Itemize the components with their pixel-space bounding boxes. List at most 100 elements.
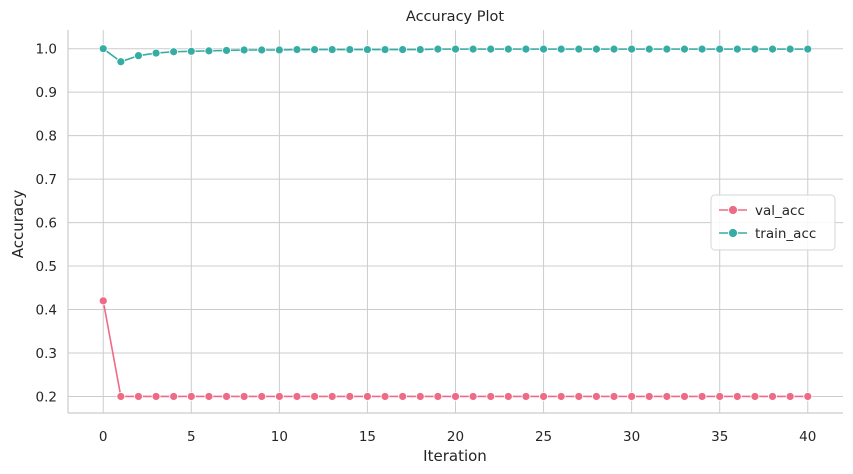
- point-train_acc: [239, 45, 249, 55]
- point-train_acc: [697, 44, 707, 54]
- y-tick-label: 0.4: [36, 303, 57, 319]
- point-train_acc: [662, 44, 672, 54]
- point-val_acc: [257, 392, 267, 401]
- point-val_acc: [644, 392, 654, 401]
- point-val_acc: [222, 392, 231, 401]
- point-val_acc: [433, 392, 443, 401]
- point-train_acc: [327, 45, 337, 54]
- point-train_acc: [151, 48, 161, 58]
- point-val_acc: [398, 392, 408, 401]
- chart-title: Accuracy Plot: [406, 9, 504, 25]
- point-val_acc: [116, 392, 126, 401]
- legend: val_acc train_acc: [710, 194, 836, 251]
- point-val_acc: [697, 392, 707, 401]
- point-train_acc: [609, 44, 619, 54]
- axes: [67, 30, 843, 414]
- point-train_acc: [274, 45, 284, 55]
- x-tick-label: 10: [271, 429, 288, 445]
- point-train_acc: [785, 44, 795, 54]
- point-val_acc: [785, 392, 795, 401]
- y-tick-label: 0.3: [36, 346, 57, 362]
- point-val_acc: [151, 392, 161, 401]
- point-val_acc: [363, 392, 372, 401]
- legend-box: [710, 194, 836, 251]
- point-val_acc: [468, 392, 478, 401]
- point-train_acc: [644, 44, 654, 54]
- point-train_acc: [556, 44, 566, 54]
- legend-label-val_acc: val_acc: [755, 203, 805, 219]
- point-val_acc: [750, 392, 760, 401]
- y-tick-label: 0.5: [36, 259, 57, 275]
- x-tick-label: 5: [187, 429, 196, 445]
- point-val_acc: [732, 392, 742, 401]
- point-val_acc: [803, 392, 813, 401]
- point-val_acc: [680, 392, 689, 401]
- y-tick-label: 0.7: [36, 172, 57, 188]
- point-val_acc: [186, 392, 196, 401]
- x-tick-label: 30: [623, 429, 640, 445]
- point-val_acc: [451, 392, 460, 401]
- point-val_acc: [662, 392, 672, 401]
- point-train_acc: [292, 45, 302, 54]
- point-val_acc: [169, 392, 179, 401]
- point-train_acc: [539, 44, 548, 54]
- point-train_acc: [732, 44, 742, 54]
- point-val_acc: [415, 392, 425, 401]
- x-tick-label: 0: [99, 429, 108, 445]
- point-train_acc: [134, 51, 143, 61]
- point-train_acc: [468, 44, 478, 54]
- point-train_acc: [433, 44, 443, 54]
- point-val_acc: [556, 392, 566, 401]
- point-val_acc: [503, 392, 513, 401]
- tick-labels: 0 5 10 15 20 25 30 35 40 0.2 0.3 0.4 0.5 0.6 0.7 0.8 0.9…: [36, 42, 817, 445]
- point-val_acc: [274, 392, 284, 401]
- point-train_acc: [415, 45, 425, 54]
- point-train_acc: [803, 44, 813, 54]
- point-train_acc: [169, 47, 179, 57]
- x-tick-label: 40: [799, 429, 816, 445]
- point-val_acc: [539, 392, 548, 401]
- y-axis-title: Accuracy: [9, 190, 27, 259]
- point-train_acc: [592, 44, 601, 54]
- point-train_acc: [451, 44, 460, 54]
- y-tick-label: 0.2: [36, 389, 57, 405]
- point-val_acc: [327, 392, 337, 401]
- point-val_acc: [486, 392, 496, 401]
- point-train_acc: [116, 57, 126, 67]
- x-axis-title: Iteration: [423, 447, 487, 465]
- point-train_acc: [768, 44, 777, 54]
- y-tick-label: 0.9: [36, 85, 57, 101]
- point-val_acc: [239, 392, 249, 401]
- point-train_acc: [98, 44, 108, 54]
- point-train_acc: [574, 44, 584, 54]
- point-val_acc: [768, 392, 777, 401]
- point-train_acc: [750, 44, 760, 54]
- point-val_acc: [609, 392, 619, 401]
- x-tick-label: 20: [447, 429, 464, 445]
- point-train_acc: [503, 44, 513, 54]
- point-train_acc: [222, 46, 231, 55]
- point-train_acc: [486, 44, 496, 54]
- y-tick-label: 1.0: [36, 42, 57, 58]
- x-tick-label: 15: [359, 429, 376, 445]
- x-tick-label: 35: [711, 429, 728, 445]
- point-val_acc: [715, 392, 725, 401]
- point-val_acc: [98, 296, 108, 306]
- x-tick-label: 25: [535, 429, 552, 445]
- point-train_acc: [204, 46, 214, 56]
- y-tick-label: 0.6: [36, 216, 57, 232]
- point-train_acc: [380, 45, 390, 54]
- point-val_acc: [521, 392, 531, 401]
- point-train_acc: [680, 44, 689, 54]
- point-train_acc: [715, 44, 725, 54]
- point-val_acc: [592, 392, 601, 401]
- point-train_acc: [345, 45, 355, 54]
- point-train_acc: [363, 45, 372, 54]
- point-val_acc: [204, 392, 214, 401]
- point-train_acc: [257, 45, 267, 55]
- y-tick-label: 0.8: [36, 129, 57, 145]
- legend-marker-train_acc: [728, 228, 738, 238]
- point-train_acc: [627, 44, 637, 54]
- point-train_acc: [521, 44, 531, 54]
